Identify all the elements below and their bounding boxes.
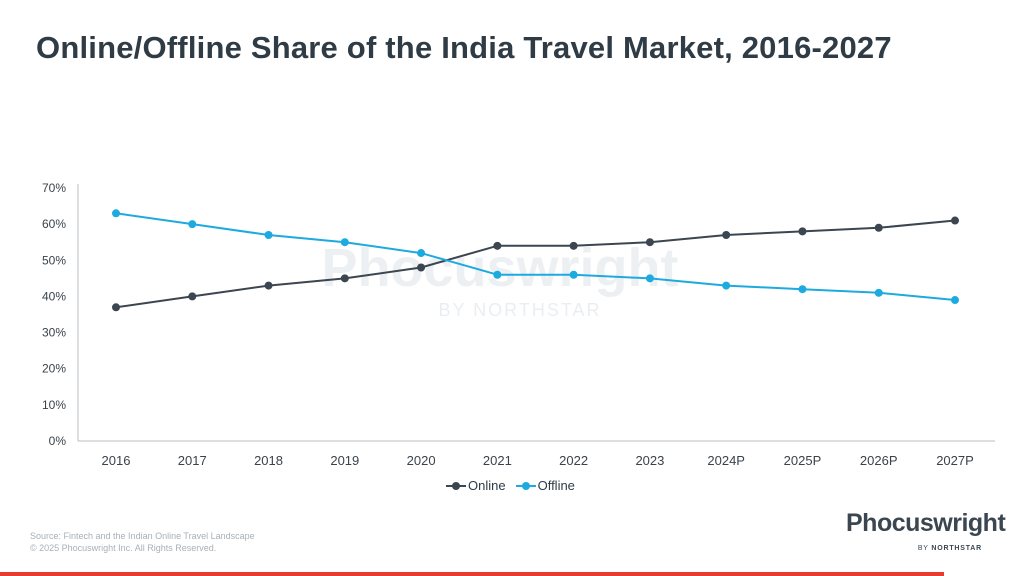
legend-online: Online xyxy=(446,478,506,493)
data-point-offline xyxy=(874,288,883,297)
data-point-offline xyxy=(188,220,197,229)
x-tick-label: 2025P xyxy=(784,453,822,468)
data-point-online xyxy=(569,241,578,250)
data-point-online xyxy=(951,216,959,225)
data-point-offline xyxy=(645,274,654,283)
data-point-offline xyxy=(722,281,731,290)
x-tick-label: 2022 xyxy=(559,453,588,468)
data-point-offline xyxy=(951,296,959,305)
y-tick-label: 30% xyxy=(42,326,66,340)
logo-byline-prefix: BY xyxy=(917,545,932,552)
data-point-offline xyxy=(798,285,807,294)
y-tick-label: 50% xyxy=(42,253,66,267)
data-point-offline xyxy=(340,238,349,247)
x-tick-label: 2024P xyxy=(707,453,745,468)
x-tick-label: 2026P xyxy=(860,453,898,468)
series-line-online xyxy=(115,219,956,309)
logo-byline-strong: NORTHSTAR xyxy=(931,545,982,552)
data-point-online xyxy=(264,281,273,290)
brand-logo: Phocuswright BY NORTHSTAR xyxy=(846,507,1006,559)
x-tick-label: 2020 xyxy=(407,453,436,468)
x-tick-label: 2023 xyxy=(635,453,664,468)
x-tick-label: 2019 xyxy=(330,453,359,468)
data-point-offline xyxy=(112,209,120,218)
x-tick-label: 2021 xyxy=(483,453,512,468)
y-tick-label: 10% xyxy=(42,398,66,412)
x-tick-label: 2017 xyxy=(178,453,207,468)
legend-offline-marker xyxy=(515,481,536,491)
data-point-offline xyxy=(493,270,502,279)
data-point-online xyxy=(188,292,197,301)
source-text: Source: Fintech and the Indian Online Tr… xyxy=(30,531,255,541)
data-point-offline xyxy=(417,249,426,258)
data-point-online xyxy=(493,241,502,250)
data-point-online xyxy=(798,227,807,236)
x-tick-label: 2027P xyxy=(936,453,974,468)
chart-legend: Online Offline xyxy=(446,478,575,493)
data-point-offline xyxy=(264,230,273,239)
legend-online-label: Online xyxy=(468,478,506,493)
y-tick-label: 40% xyxy=(42,289,66,303)
data-point-online xyxy=(722,230,731,239)
data-point-offline xyxy=(569,270,578,279)
copyright-text: © 2025 Phocuswright Inc. All Rights Rese… xyxy=(30,543,217,553)
legend-online-marker xyxy=(446,481,466,491)
bottom-accent-bar xyxy=(0,572,944,576)
data-point-online xyxy=(874,223,883,232)
logo-byline: BY NORTHSTAR xyxy=(918,544,982,554)
data-point-online xyxy=(417,263,426,272)
y-tick-label: 0% xyxy=(49,434,67,448)
legend-offline-label: Offline xyxy=(537,478,575,493)
x-tick-label: 2018 xyxy=(254,453,283,468)
y-tick-label: 70% xyxy=(42,181,66,195)
legend-offline: Offline xyxy=(515,478,575,493)
data-point-online xyxy=(112,303,120,312)
logo-wordmark: Phocuswright xyxy=(846,509,1006,537)
data-point-online xyxy=(645,238,654,247)
series-line-offline xyxy=(115,212,956,301)
data-point-online xyxy=(340,274,349,283)
y-tick-label: 20% xyxy=(42,362,66,376)
chart-title: Online/Offline Share of the India Travel… xyxy=(36,30,892,65)
y-tick-label: 60% xyxy=(42,217,66,231)
source-note: Source: Fintech and the Indian Online Tr… xyxy=(30,530,255,554)
x-tick-label: 2016 xyxy=(102,453,131,468)
